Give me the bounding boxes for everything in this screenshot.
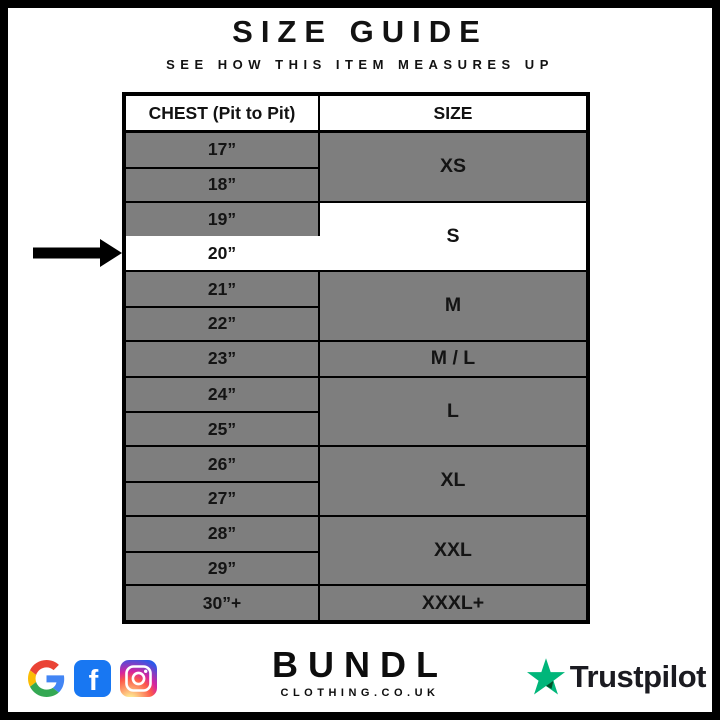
size-group: 26” 27” XL bbox=[126, 445, 586, 515]
chest-cell: 23” bbox=[126, 341, 320, 376]
row-pointer-arrow-icon bbox=[33, 238, 122, 268]
column-header-size: SIZE bbox=[433, 102, 473, 123]
size-group: 24” 25” L bbox=[126, 375, 586, 446]
chest-column: 28” 29” bbox=[126, 516, 320, 585]
brand-logo: BUNDL CLOTHING.CO.UK bbox=[8, 644, 712, 699]
chest-cell: 29” bbox=[126, 550, 320, 585]
chest-cell: 24” bbox=[126, 377, 320, 412]
social-icons: f bbox=[28, 660, 157, 697]
chest-column: 24” 25” bbox=[126, 377, 320, 446]
size-group: 19” 20” S bbox=[126, 200, 586, 271]
size-group: 23” M / L bbox=[126, 339, 586, 376]
chest-cell: 17” bbox=[126, 133, 320, 167]
size-table-header: CHEST (Pit to Pit) SIZE bbox=[126, 96, 586, 133]
chest-cell: 27” bbox=[126, 480, 320, 515]
chest-cell: 18” bbox=[126, 166, 320, 201]
trustpilot-star-icon bbox=[526, 658, 565, 695]
size-group: 30”+ XXXL+ bbox=[126, 584, 586, 621]
google-icon[interactable] bbox=[28, 660, 65, 697]
chest-column: 23” bbox=[126, 341, 320, 376]
chest-cell: 25” bbox=[126, 411, 320, 446]
trustpilot-logo[interactable]: Trustpilot bbox=[526, 658, 707, 695]
size-cell: S bbox=[320, 202, 586, 271]
chest-column: 17” 18” bbox=[126, 133, 320, 201]
facebook-icon[interactable]: f bbox=[74, 660, 111, 697]
chest-column: 21” 22” bbox=[126, 272, 320, 340]
column-header-chest: CHEST (Pit to Pit) bbox=[126, 96, 320, 130]
size-cell: XXL bbox=[320, 516, 586, 585]
size-cell: L bbox=[320, 377, 586, 446]
chest-cell: 21” bbox=[126, 272, 320, 306]
page-subtitle: SEE HOW THIS ITEM MEASURES UP bbox=[166, 57, 554, 72]
size-group: 21” 22” M bbox=[126, 270, 586, 340]
chest-cell: 22” bbox=[126, 305, 320, 340]
chest-column: 26” 27” bbox=[126, 447, 320, 515]
instagram-icon[interactable] bbox=[120, 660, 157, 697]
chest-column: 19” 20” bbox=[126, 202, 320, 271]
size-cell: XXXL+ bbox=[320, 586, 586, 621]
facebook-f-glyph: f bbox=[88, 665, 99, 697]
chest-cell: 28” bbox=[126, 516, 320, 551]
size-cell: XS bbox=[320, 133, 586, 201]
chest-cell: 26” bbox=[126, 447, 320, 481]
trustpilot-label: Trustpilot bbox=[569, 658, 707, 694]
chest-column: 30”+ bbox=[126, 586, 320, 621]
page-title: SIZE GUIDE bbox=[232, 14, 488, 49]
chest-cell: 19” bbox=[126, 202, 320, 237]
size-cell: M bbox=[320, 272, 586, 340]
size-group: 28” 29” XXL bbox=[126, 514, 586, 585]
size-cell: XL bbox=[320, 447, 586, 515]
size-cell: M / L bbox=[320, 341, 586, 376]
brand-name: BUNDL bbox=[272, 644, 448, 685]
size-table-groups: 17” 18” XS 19” 20” S 21” 22” M 23” M / L 24” 25” L 26”… bbox=[126, 133, 586, 621]
brand-domain: CLOTHING.CO.UK bbox=[280, 687, 440, 699]
size-group: 17” 18” XS bbox=[126, 133, 586, 201]
chest-cell: 20” bbox=[126, 236, 320, 271]
chest-cell: 30”+ bbox=[126, 586, 320, 621]
size-table: CHEST (Pit to Pit) SIZE 17” 18” XS 19” 20” S 2… bbox=[122, 92, 590, 625]
